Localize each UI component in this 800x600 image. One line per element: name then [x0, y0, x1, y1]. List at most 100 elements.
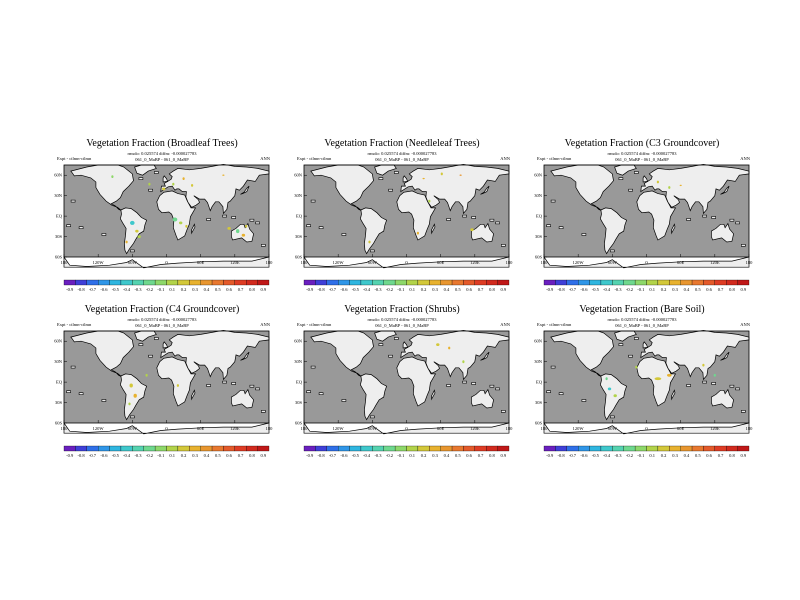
y-tick-label: 30S: [535, 234, 543, 239]
landmass-eurasia: [160, 163, 270, 215]
colorbar-swatch: [211, 279, 224, 286]
stats-line: rmsdo: 0.025574 diffm: -0.000027783: [127, 317, 197, 322]
colorbar-swatch: [349, 279, 362, 286]
colorbar-label: 0.5: [695, 287, 701, 292]
colorbar-label: -0.7: [569, 453, 577, 458]
colorbar-label: 0.9: [260, 287, 266, 292]
landmass-eurasia: [160, 329, 270, 381]
island: [446, 384, 451, 387]
landmass-north-america: [550, 164, 614, 212]
colorbar-swatch: [372, 279, 384, 286]
colorbar-swatch: [451, 279, 464, 286]
island: [495, 221, 500, 225]
colorbar-swatch: [463, 279, 475, 286]
colorbar-label: 0.2: [181, 287, 187, 292]
colorbar-label: -0.5: [352, 287, 360, 292]
x-tick-label: 0: [165, 260, 168, 265]
colorbar-swatch: [154, 279, 167, 286]
colorbar-swatch: [63, 279, 76, 286]
landmass-antarctica: [303, 421, 510, 435]
colorbar-label: -0.9: [306, 453, 314, 458]
colorbar-label: -0.3: [134, 287, 142, 292]
colorbar-label: 0.1: [409, 453, 415, 458]
colorbar-swatch: [680, 445, 693, 452]
colorbar-label: -0.2: [146, 453, 153, 458]
y-tick-label: 60N: [294, 339, 303, 344]
colorbar-label: 0.3: [672, 453, 678, 458]
colorbar: -0.9 -0.8 -0.7 -0.6 -0.5 -0.4 -0.3 -0.2 -0.1 0.1 0…: [63, 445, 270, 458]
case-line: 061_0_MaBP - 061_0_MaBP: [135, 157, 189, 162]
colorbar-swatch: [657, 279, 670, 286]
x-tick-label: 60E: [197, 260, 205, 265]
colorbar-label: -0.6: [100, 453, 108, 458]
difference-cell: [172, 217, 178, 222]
x-tick-label: 180: [266, 426, 274, 431]
colorbar-label: 0.4: [444, 287, 450, 292]
landmass-japan: [240, 185, 250, 195]
x-tick-label: 60E: [437, 260, 445, 265]
colorbar-swatch: [429, 445, 441, 452]
difference-cell: [129, 383, 133, 388]
colorbar-swatch: [429, 279, 441, 286]
colorbar-label: -0.4: [603, 287, 611, 292]
island: [462, 380, 467, 384]
colorbar-swatch: [315, 279, 327, 286]
island: [154, 337, 159, 340]
difference-cell: [125, 240, 128, 244]
island: [489, 218, 495, 222]
colorbar-label: -0.4: [123, 453, 131, 458]
island: [634, 171, 639, 174]
colorbar-label: -0.9: [306, 287, 314, 292]
island: [222, 214, 227, 218]
x-tick-label: 60W: [608, 426, 618, 431]
y-tick-label: 60S: [55, 255, 63, 260]
y-tick-label: 60N: [534, 339, 543, 344]
difference-cell: [191, 184, 194, 187]
y-tick-label: 30N: [294, 359, 303, 364]
x-tick-label: 120E: [710, 260, 720, 265]
island: [618, 177, 624, 180]
y-tick-label: 30S: [295, 400, 303, 405]
colorbar-swatch: [486, 445, 498, 452]
colorbar-swatch: [703, 279, 715, 286]
colorbar-swatch: [703, 445, 715, 452]
colorbar-swatch: [451, 445, 464, 452]
colorbar-label: 0.8: [489, 453, 495, 458]
island: [138, 343, 144, 346]
difference-cell: [227, 227, 231, 230]
y-tick-label: 30S: [295, 234, 303, 239]
difference-cell: [222, 174, 225, 176]
x-tick-label: 120W: [573, 426, 585, 431]
island: [558, 392, 564, 395]
colorbar-swatch: [132, 445, 144, 452]
colorbar-label: -0.1: [397, 287, 404, 292]
colorbar-label: -0.4: [363, 287, 371, 292]
colorbar-swatch: [86, 445, 99, 452]
colorbar-swatch: [109, 279, 122, 286]
colorbar-swatch: [691, 445, 704, 452]
landmass-antarctica: [303, 255, 510, 269]
landmass-uk: [642, 341, 649, 349]
colorbar-label: -0.3: [614, 287, 622, 292]
colorbar-label: -0.2: [146, 287, 153, 292]
x-tick-label: 60W: [608, 260, 618, 265]
colorbar-swatch: [497, 445, 510, 452]
x-tick-label: 0: [405, 426, 408, 431]
x-tick-label: 180: [506, 426, 514, 431]
x-tick-label: 0: [405, 260, 408, 265]
colorbar-swatch: [555, 279, 567, 286]
landmass-australia: [471, 388, 494, 409]
colorbar-swatch: [578, 445, 590, 452]
difference-cell: [428, 199, 431, 203]
difference-cell: [635, 365, 638, 369]
colorbar-label: 0.8: [249, 287, 255, 292]
colorbar-label: 0.3: [672, 287, 678, 292]
colorbar-label: 0.1: [169, 287, 175, 292]
colorbar-label: -0.3: [374, 287, 382, 292]
colorbar-label: 0.9: [260, 453, 266, 458]
difference-cell: [185, 224, 188, 228]
landmass-africa: [156, 190, 197, 241]
colorbar-swatch: [714, 279, 727, 286]
landmass-japan: [720, 185, 730, 195]
